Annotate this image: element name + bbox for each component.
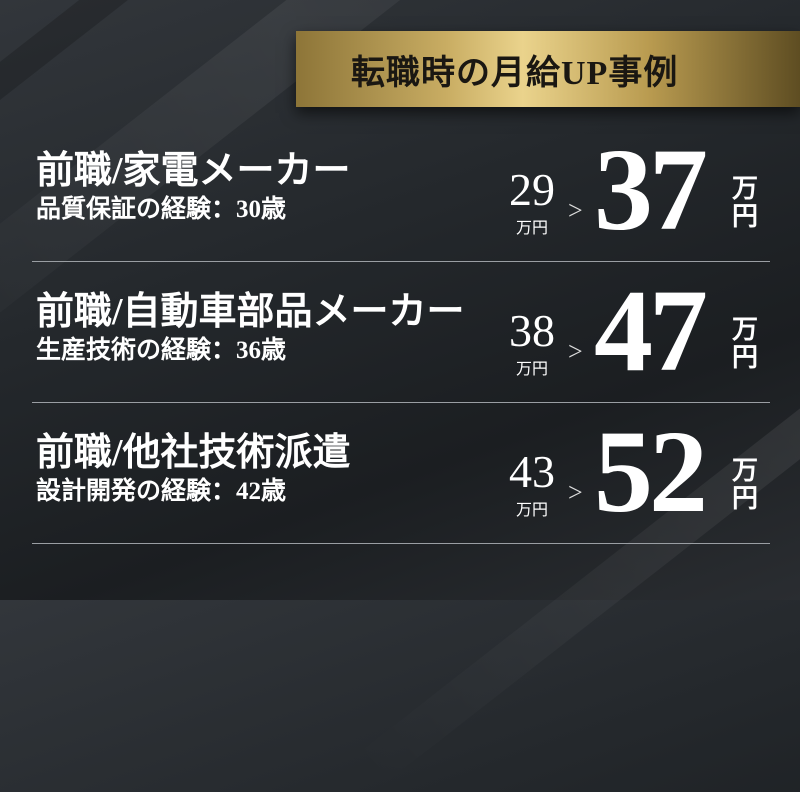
case-title: 前職/他社技術派遣 bbox=[36, 432, 351, 474]
salary-after-unit: 万円 bbox=[730, 175, 760, 231]
chevron-right-icon: > bbox=[568, 337, 583, 366]
unit-bottom: 円 bbox=[731, 202, 758, 231]
salary-before-unit: 万円 bbox=[515, 502, 548, 519]
unit-bottom: 円 bbox=[731, 484, 758, 513]
salary-after-unit: 万円 bbox=[730, 316, 760, 372]
salary-before-unit: 万円 bbox=[515, 361, 548, 378]
salary-before-unit: 万円 bbox=[515, 220, 548, 237]
case-detail: 生産技術の経験：36歳 bbox=[36, 337, 287, 364]
unit-bottom: 円 bbox=[731, 343, 758, 372]
chevron-right-icon: > bbox=[568, 196, 583, 225]
heading-banner: 転職時の月給UP事例 bbox=[296, 31, 800, 107]
case-row: 前職/家電メーカー 品質保証の経験：30歳 29 万円 > 37 万円 bbox=[32, 121, 770, 262]
salary-after: 37 bbox=[594, 124, 708, 255]
salary-before: 38 bbox=[509, 305, 555, 356]
heading-text: 転職時の月給UP事例 bbox=[351, 54, 679, 92]
unit-top: 万 bbox=[731, 456, 758, 485]
case-detail: 品質保証の経験：30歳 bbox=[36, 196, 287, 223]
case-title: 前職/自動車部品メーカー bbox=[36, 291, 465, 333]
unit-top: 万 bbox=[731, 174, 758, 203]
salary-after-unit: 万円 bbox=[730, 457, 760, 513]
salary-before: 29 bbox=[509, 164, 555, 215]
case-row: 前職/自動車部品メーカー 生産技術の経験：36歳 38 万円 > 47 万円 bbox=[32, 262, 770, 403]
salary-after: 47 bbox=[594, 265, 708, 396]
case-title: 前職/家電メーカー bbox=[36, 150, 351, 192]
case-row: 前職/他社技術派遣 設計開発の経験：42歳 43 万円 > 52 万円 bbox=[32, 403, 770, 544]
salary-after: 52 bbox=[594, 406, 708, 537]
salary-before: 43 bbox=[509, 446, 555, 497]
chevron-right-icon: > bbox=[568, 478, 583, 507]
unit-top: 万 bbox=[731, 315, 758, 344]
case-detail: 設計開発の経験：42歳 bbox=[36, 478, 287, 505]
